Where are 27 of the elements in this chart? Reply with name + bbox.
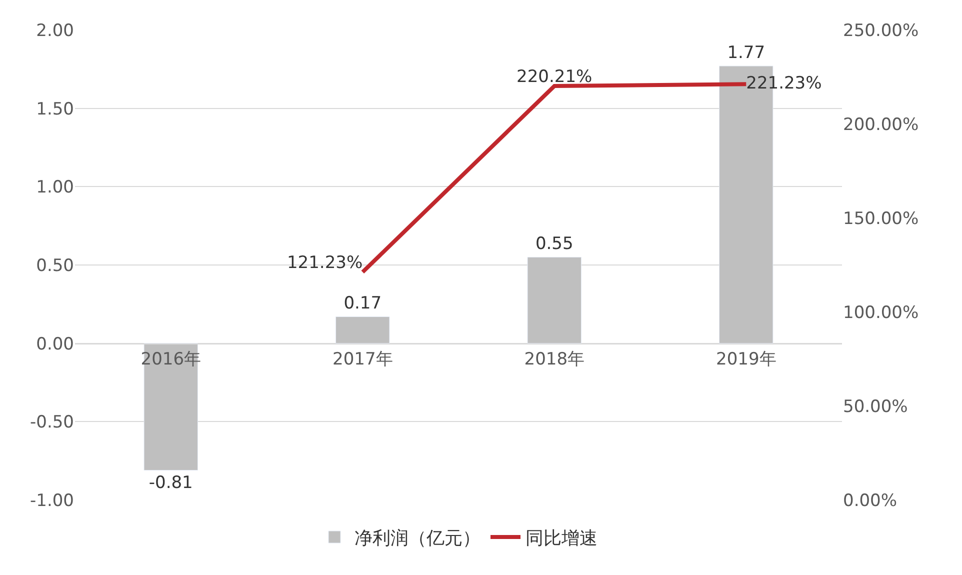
y-tick-label: -1.00 <box>30 490 74 511</box>
legend-label: 同比增速 <box>526 528 598 550</box>
y2-tick-label: 200.00% <box>843 114 919 135</box>
data-label: 121.23% <box>286 252 363 273</box>
data-label: 220.21% <box>516 66 592 87</box>
data-label: 1.77 <box>727 43 766 64</box>
y-tick-label: 2.00 <box>36 20 74 41</box>
y-tick-label: 0.50 <box>36 256 74 276</box>
x-tick-label: 2018年 <box>524 350 585 370</box>
y-tick-label: 1.50 <box>36 99 74 120</box>
y-tick-label: -0.50 <box>30 412 74 433</box>
x-tick-label: 2019年 <box>716 350 776 370</box>
bar <box>336 316 390 344</box>
y2-tick-label: 50.00% <box>843 396 908 417</box>
data-label: -0.81 <box>148 473 193 494</box>
y2-tick-label: 100.00% <box>843 302 919 323</box>
y-tick-label: 1.00 <box>36 178 74 198</box>
y-tick-label: 0.00 <box>36 334 74 354</box>
data-label: 0.17 <box>344 294 382 314</box>
y2-tick-label: 250.00% <box>843 20 919 41</box>
legend-label: 净利润（亿元） <box>354 528 480 550</box>
data-label: 221.23% <box>746 73 822 94</box>
y2-tick-label: 150.00% <box>843 208 919 229</box>
data-label: 0.55 <box>535 234 574 254</box>
bar <box>527 256 582 344</box>
y2-tick-label: 0.00% <box>843 490 898 511</box>
x-tick-label: 2017年 <box>332 350 393 370</box>
